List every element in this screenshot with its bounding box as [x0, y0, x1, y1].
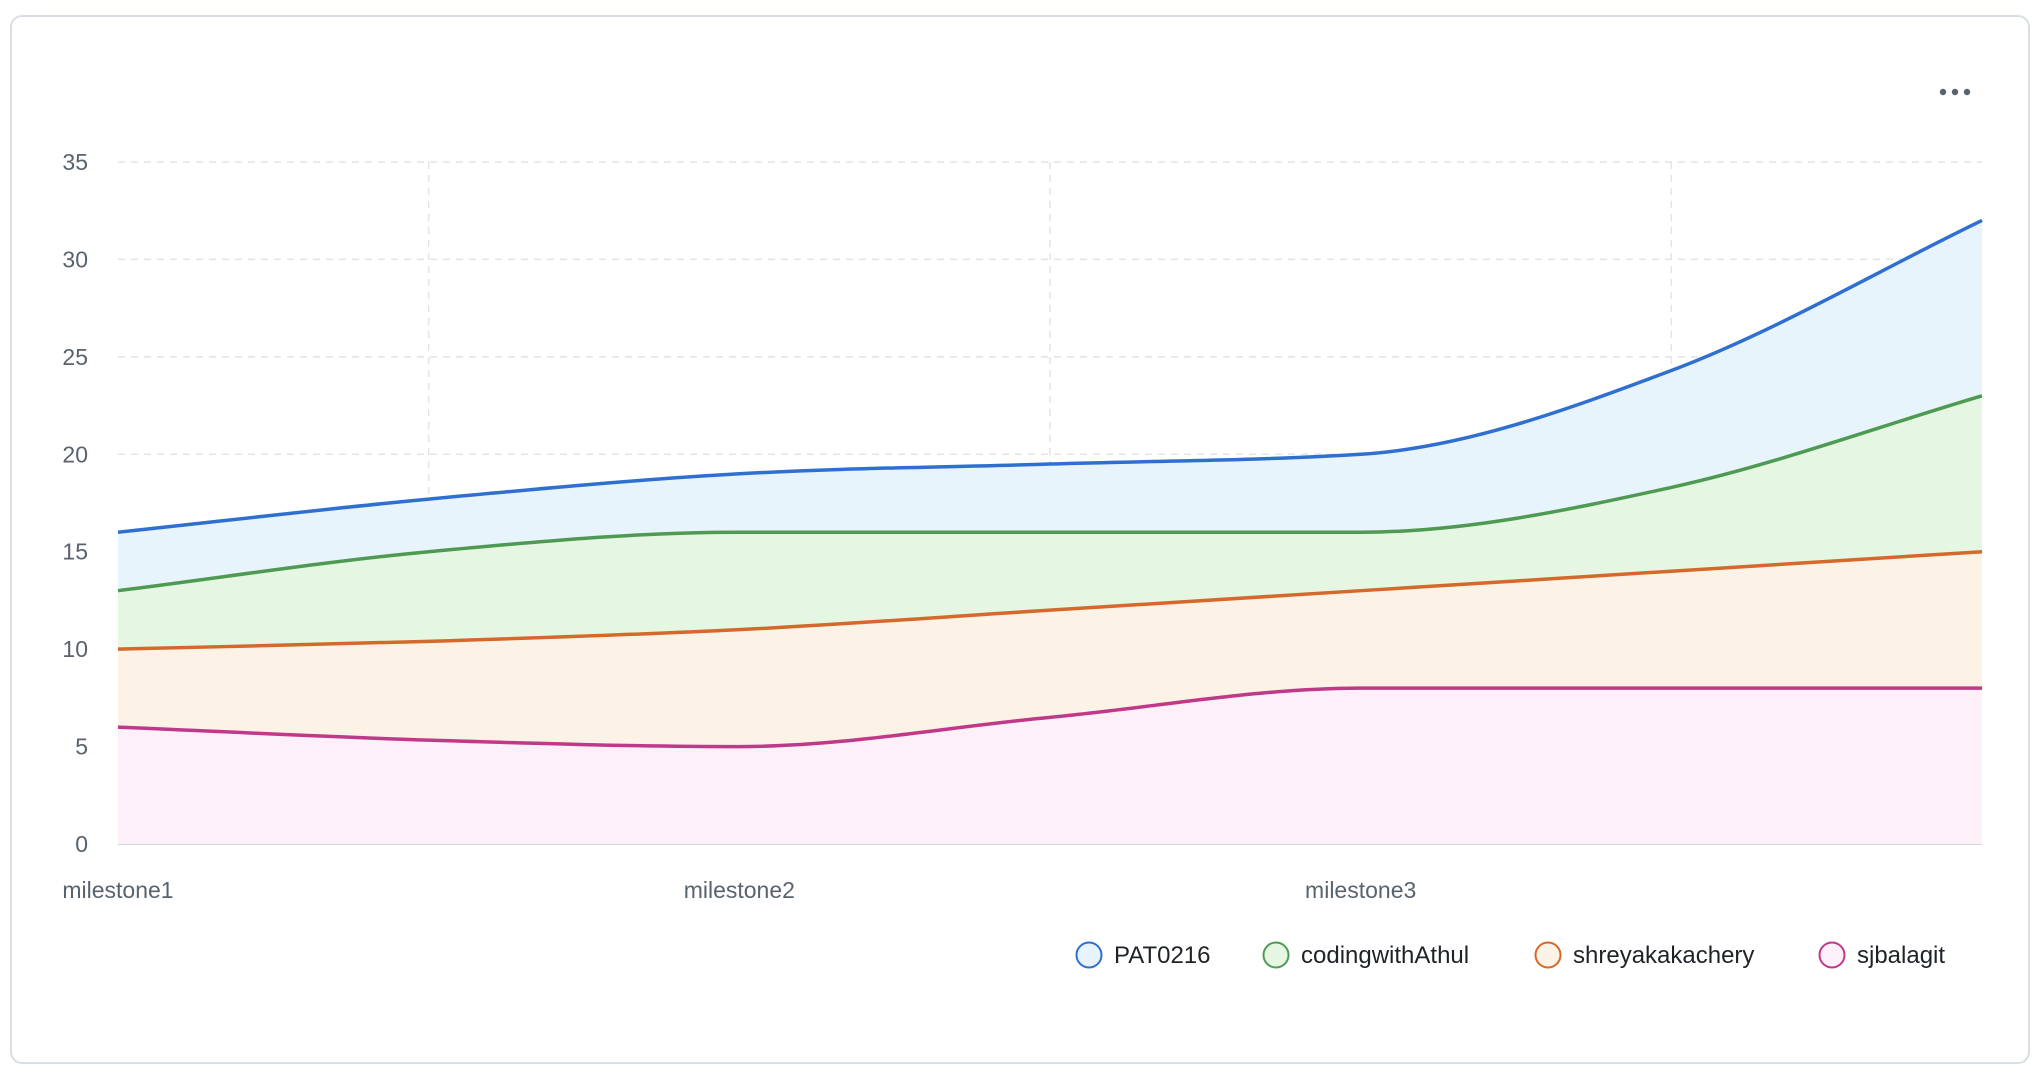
y-tick-label: 0: [75, 831, 88, 857]
area-PAT0216: [118, 220, 1982, 591]
y-tick-label: 10: [62, 636, 88, 662]
x-tick-label: milestone3: [1305, 877, 1416, 903]
legend-label: sjbalagit: [1857, 942, 1945, 969]
y-tick-label: 35: [62, 149, 88, 175]
legend-item-sjbalagit[interactable]: sjbalagit: [1818, 941, 1946, 969]
legend-swatch: [1262, 941, 1290, 969]
area-codingwithAthul: [118, 395, 1982, 650]
y-tick-label: 20: [62, 441, 88, 467]
series-line-sjbalagit: [117, 686, 1982, 749]
series-line-codingwithAthul: [117, 394, 1983, 593]
legend-item-codingwithAthul[interactable]: codingwithAthul: [1262, 941, 1470, 969]
more-options-icon: [1939, 88, 1971, 96]
legend-label: shreyakakachery: [1573, 942, 1754, 969]
series-lines: [117, 218, 1983, 749]
legend-item-PAT0216[interactable]: PAT0216: [1075, 941, 1211, 969]
area-shreyakakachery: [118, 551, 1982, 747]
legend-swatch: [1818, 941, 1846, 969]
legend-swatch: [1075, 941, 1103, 969]
legend-item-shreyakakachery[interactable]: shreyakakachery: [1534, 941, 1755, 969]
y-tick-label: 15: [62, 539, 88, 565]
more-options-button[interactable]: [1926, 62, 1982, 118]
legend-swatch: [1534, 941, 1562, 969]
x-tick-label: milestone2: [684, 877, 795, 903]
area-layers: [118, 220, 1982, 844]
x-axis-ticks: milestone1 milestone2 milestone3: [62, 877, 1416, 903]
y-axis-ticks: 0 5 10 15 20 25 30 35: [62, 149, 88, 857]
legend-label: PAT0216: [1114, 942, 1211, 969]
series-line-PAT0216: [117, 218, 1983, 534]
area-sjbalagit: [118, 688, 1982, 844]
y-tick-label: 30: [62, 246, 88, 272]
y-tick-label: 25: [62, 344, 88, 370]
series-line-shreyakakachery: [117, 549, 1983, 651]
legend[interactable]: PAT0216 codingwithAthul shreyakakachery sjb…: [1075, 941, 1946, 969]
y-tick-label: 5: [75, 734, 88, 760]
x-tick-label: milestone1: [62, 877, 173, 903]
legend-label: codingwithAthul: [1301, 942, 1469, 969]
